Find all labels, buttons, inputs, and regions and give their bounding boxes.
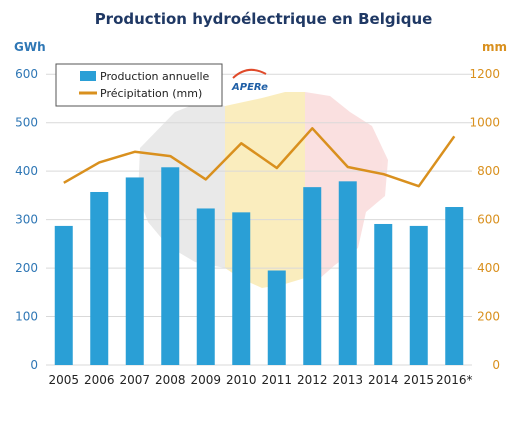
legend-bar-label: Production annuelle — [100, 70, 210, 83]
x-tick-label: 2013 — [332, 373, 363, 387]
right-axis: 0 200 400 600 800 1000 1200 — [469, 67, 500, 372]
precipitation-line — [63, 127, 456, 188]
bar — [409, 225, 428, 365]
x-tick-label: 2014 — [368, 373, 399, 387]
bar — [90, 191, 109, 365]
right-tick-label: 400 — [477, 261, 500, 275]
bar — [161, 167, 180, 365]
bar — [267, 270, 286, 365]
right-tick-label: 200 — [477, 310, 500, 324]
bar — [54, 225, 73, 365]
bar — [374, 223, 393, 365]
left-tick-label: 100 — [15, 310, 38, 324]
logo-arc — [232, 68, 267, 79]
left-tick-label: 200 — [15, 261, 38, 275]
bar — [196, 208, 215, 365]
x-axis: 2005 2006 2007 2008 2009 2010 2011 2012 2013 2014… — [48, 373, 472, 387]
bar — [125, 177, 144, 365]
legend-line-label: Précipitation (mm) — [100, 87, 202, 100]
bar — [232, 212, 251, 365]
legend: Production annuelle Précipitation (mm) — [55, 63, 223, 107]
x-tick-label: 2009 — [190, 373, 221, 387]
right-tick-label: 800 — [477, 164, 500, 178]
x-tick-label: 2006 — [84, 373, 115, 387]
x-tick-label: 2015 — [403, 373, 434, 387]
x-tick-label: 2011 — [261, 373, 292, 387]
right-tick-label: 1200 — [469, 67, 500, 81]
left-tick-label: 400 — [15, 164, 38, 178]
x-tick-label: 2010 — [226, 373, 257, 387]
x-tick-label: 2012 — [297, 373, 328, 387]
left-tick-label: 500 — [15, 116, 38, 130]
x-tick-label: 2005 — [48, 373, 79, 387]
line-series — [63, 127, 456, 188]
logo-text: APERe — [231, 82, 268, 93]
right-tick-label: 1000 — [469, 116, 500, 130]
apere-logo: APERe — [231, 68, 268, 93]
left-tick-label: 300 — [15, 213, 38, 227]
left-axis: 0 100 200 300 400 500 600 — [15, 67, 38, 372]
right-axis-unit: mm — [482, 40, 507, 54]
x-tick-label: 2016* — [436, 373, 473, 387]
left-axis-unit: GWh — [14, 40, 46, 54]
left-tick-label: 600 — [15, 67, 38, 81]
bar — [338, 181, 357, 365]
bar-series — [54, 167, 464, 365]
x-tick-label: 2007 — [119, 373, 150, 387]
legend-bar-swatch — [80, 71, 96, 81]
left-tick-label: 0 — [30, 358, 38, 372]
chart-title: Production hydroélectrique en Belgique — [94, 10, 433, 28]
x-tick-label: 2008 — [155, 373, 186, 387]
right-tick-label: 600 — [477, 213, 500, 227]
bar — [303, 187, 322, 365]
right-tick-label: 0 — [492, 358, 500, 372]
bar — [445, 207, 464, 365]
